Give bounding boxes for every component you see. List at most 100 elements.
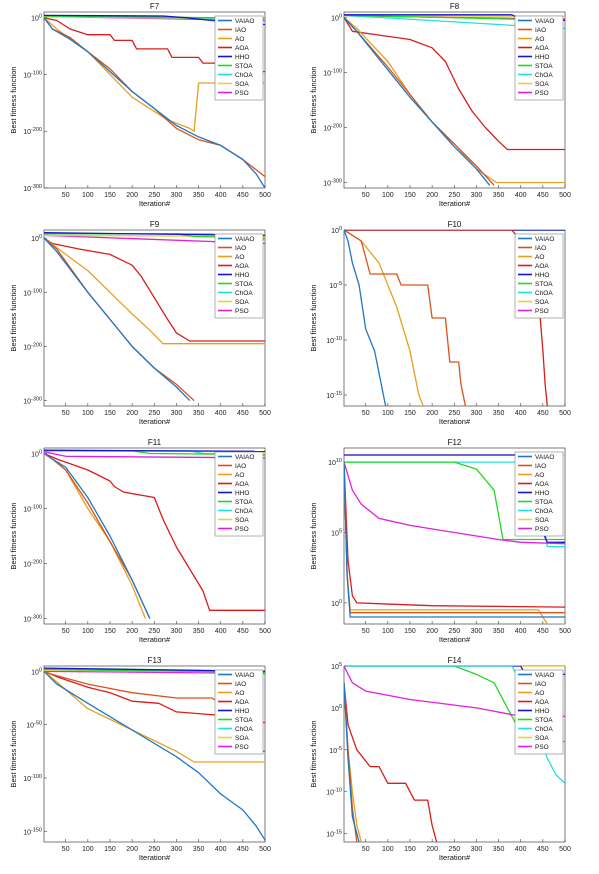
- x-axis-label: Iteration#: [139, 853, 171, 862]
- series-line-hho: [44, 449, 265, 452]
- chart-panel-f8: F8 50 100 150 200 250 300 350 400 450 500 Iteration…: [309, 2, 571, 208]
- x-tick-label: 200: [126, 628, 138, 635]
- series-line-aoa: [344, 462, 565, 608]
- x-tick-label: 150: [404, 846, 416, 853]
- legend-label-hho: HHO: [235, 54, 249, 61]
- y-tick-label: 10-5: [329, 281, 342, 290]
- legend: VAIAO IAO AO AOA HHO STOA ChOA SOA PSO: [514, 233, 564, 319]
- y-tick-label: 10-50: [26, 721, 42, 730]
- legend-label-ao: AO: [535, 36, 544, 43]
- x-axis-label: Iteration#: [139, 417, 171, 426]
- y-tick-label: 100: [31, 234, 42, 243]
- chart-panel-f11: F11 50 100 150 200 250 300 350 400 450 500 Iteratio…: [9, 438, 271, 644]
- legend-label-iao: IAO: [235, 27, 246, 34]
- x-tick-label: 200: [126, 846, 138, 853]
- y-tick-label: 10-15: [326, 391, 342, 400]
- chart-title: F10: [448, 220, 462, 229]
- x-tick-label: 450: [537, 846, 549, 853]
- chart-title: F9: [150, 220, 160, 229]
- legend-label-choa: ChOA: [235, 72, 253, 79]
- x-tick-label: 250: [448, 410, 460, 417]
- legend-label-hho: HHO: [235, 490, 249, 497]
- legend-label-hho: HHO: [235, 272, 249, 279]
- legend-label-aoa: AOA: [235, 263, 249, 270]
- series-line-vaiao: [344, 682, 360, 842]
- legend-label-stoa: STOA: [235, 281, 253, 288]
- legend-label-choa: ChOA: [535, 508, 553, 515]
- y-axis-label: Best fitness function: [9, 66, 18, 133]
- legend-label-aoa: AOA: [535, 699, 549, 706]
- legend-label-choa: ChOA: [535, 290, 553, 297]
- legend-label-iao: IAO: [235, 463, 246, 470]
- y-tick-label: 10-10: [326, 788, 342, 797]
- x-tick-label: 100: [382, 846, 394, 853]
- legend-label-iao: IAO: [535, 27, 546, 34]
- x-tick-label: 200: [426, 846, 438, 853]
- x-tick-label: 450: [237, 192, 249, 199]
- x-tick-label: 50: [362, 628, 370, 635]
- x-tick-label: 350: [193, 192, 205, 199]
- series-line-ao: [44, 670, 265, 763]
- x-tick-label: 450: [237, 846, 249, 853]
- series-line-aoa: [344, 682, 438, 842]
- legend-label-hho: HHO: [535, 490, 549, 497]
- x-tick-label: 350: [193, 846, 205, 853]
- x-tick-label: 400: [515, 192, 527, 199]
- legend-label-pso: PSO: [535, 526, 549, 533]
- y-axis-label: Best fitness function: [309, 66, 318, 133]
- x-tick-label: 200: [126, 410, 138, 417]
- legend-label-pso: PSO: [535, 744, 549, 751]
- legend-label-soa: SOA: [235, 81, 249, 88]
- x-tick-label: 350: [493, 846, 505, 853]
- legend-label-soa: SOA: [235, 517, 249, 524]
- x-tick-label: 100: [82, 192, 94, 199]
- y-axis-label: Best fitness function: [9, 284, 18, 351]
- legend-label-hho: HHO: [235, 708, 249, 715]
- x-tick-label: 500: [559, 628, 571, 635]
- series-line-iao: [344, 230, 467, 406]
- x-tick-label: 450: [537, 628, 549, 635]
- chart-title: F11: [148, 438, 162, 447]
- y-tick-label: 1010: [328, 458, 342, 467]
- legend-label-soa: SOA: [235, 299, 249, 306]
- legend-label-vaiao: VAIAO: [235, 18, 254, 25]
- x-tick-label: 500: [259, 410, 271, 417]
- legend-label-pso: PSO: [535, 90, 549, 97]
- y-tick-label: 10-100: [23, 774, 42, 783]
- x-tick-label: 250: [448, 192, 460, 199]
- series-line-aoa: [344, 17, 565, 151]
- legend: VAIAO IAO AO AOA HHO STOA ChOA SOA PSO: [214, 669, 264, 755]
- legend-label-pso: PSO: [235, 744, 249, 751]
- legend-label-ao: AO: [535, 472, 544, 479]
- x-tick-label: 250: [148, 192, 160, 199]
- legend-label-soa: SOA: [535, 299, 549, 306]
- series-line-vaiao: [44, 17, 265, 188]
- series-line-ao: [44, 237, 265, 345]
- x-tick-label: 450: [537, 192, 549, 199]
- legend-label-soa: SOA: [535, 517, 549, 524]
- x-tick-label: 500: [559, 410, 571, 417]
- x-tick-label: 150: [104, 410, 116, 417]
- x-tick-label: 50: [62, 192, 70, 199]
- x-tick-label: 100: [382, 192, 394, 199]
- x-tick-label: 50: [362, 846, 370, 853]
- chart-panel-f13: F13 50 100 150 200 250 300 350 400 450 500 Iteratio…: [9, 656, 271, 862]
- x-tick-label: 50: [362, 192, 370, 199]
- x-axis-label: Iteration#: [439, 853, 471, 862]
- x-tick-label: 50: [62, 846, 70, 853]
- legend-label-stoa: STOA: [235, 717, 253, 724]
- x-tick-label: 250: [448, 846, 460, 853]
- legend: VAIAO IAO AO AOA HHO STOA ChOA SOA PSO: [514, 15, 564, 101]
- legend-label-choa: ChOA: [535, 726, 553, 733]
- legend-label-vaiao: VAIAO: [535, 672, 554, 679]
- legend-label-iao: IAO: [235, 681, 246, 688]
- series-line-aoa: [44, 452, 265, 611]
- legend-label-aoa: AOA: [535, 481, 549, 488]
- x-tick-label: 200: [426, 410, 438, 417]
- chart-title: F13: [148, 656, 162, 665]
- legend-label-ao: AO: [535, 690, 544, 697]
- series-line-pso: [44, 451, 265, 459]
- y-tick-label: 10-300: [23, 184, 42, 193]
- x-tick-label: 300: [171, 846, 183, 853]
